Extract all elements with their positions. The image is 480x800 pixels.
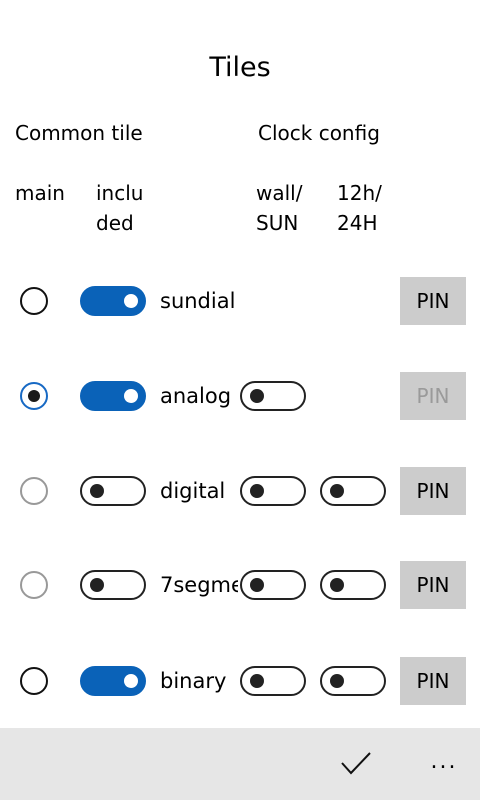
main-radio-7segment[interactable] (20, 571, 48, 599)
common-tile-header: Common tile (15, 121, 143, 145)
12h-24h-header-line-2: 24H (337, 211, 378, 235)
included-toggle-binary[interactable] (80, 666, 146, 696)
included-toggle-analog[interactable] (80, 381, 146, 411)
app-bar (0, 728, 480, 800)
checkmark-icon (341, 752, 371, 775)
pin-button-analog: PIN (400, 372, 466, 420)
12h-24h-header-line-1: 12h/ (337, 181, 382, 205)
included-toggle-digital[interactable] (80, 476, 146, 506)
toggle-knob (330, 484, 344, 498)
main-radio-digital[interactable] (20, 477, 48, 505)
toggle-knob (124, 674, 138, 688)
tile-label-sundial: sundial (160, 289, 236, 313)
tile-label-binary: binary (160, 669, 227, 693)
pin-button-sundial[interactable]: PIN (400, 277, 466, 325)
included-toggle-sundial[interactable] (80, 286, 146, 316)
toggle-knob (250, 674, 264, 688)
main-radio-binary[interactable] (20, 667, 48, 695)
wall-sun-toggle-digital[interactable] (240, 476, 306, 506)
main-column-header: main (15, 181, 65, 205)
main-radio-sundial[interactable] (20, 287, 48, 315)
12h-24h-toggle-binary[interactable] (320, 666, 386, 696)
12h-24h-toggle-7segment[interactable] (320, 570, 386, 600)
toggle-knob (90, 578, 104, 592)
tile-label-digital: digital (160, 479, 226, 503)
more-options-button[interactable]: ... (430, 749, 458, 774)
included-toggle-7segment[interactable] (80, 570, 146, 600)
wall-sun-toggle-analog[interactable] (240, 381, 306, 411)
toggle-knob (124, 389, 138, 403)
wall-sun-column-header: wall/ SUN (256, 178, 302, 238)
main-radio-analog[interactable] (20, 382, 48, 410)
toggle-knob (330, 674, 344, 688)
pin-button-7segment[interactable]: PIN (400, 561, 466, 609)
toggle-knob (250, 484, 264, 498)
tile-label-7segment: 7segment (160, 573, 238, 597)
pin-button-binary[interactable]: PIN (400, 657, 466, 705)
wall-sun-toggle-7segment[interactable] (240, 570, 306, 600)
page-title: Tiles (209, 52, 271, 83)
12h-24h-column-header: 12h/ 24H (337, 178, 382, 238)
toggle-knob (330, 578, 344, 592)
tile-label-analog: analog (160, 384, 232, 408)
toggle-knob (250, 578, 264, 592)
included-column-header: inclu ded (96, 178, 143, 238)
accept-button[interactable] (338, 748, 374, 780)
included-header-line-2: ded (96, 211, 134, 235)
wall-sun-toggle-binary[interactable] (240, 666, 306, 696)
toggle-knob (250, 389, 264, 403)
wall-sun-header-line-1: wall/ (256, 181, 303, 205)
clock-config-header: Clock config (258, 121, 380, 145)
pin-button-digital[interactable]: PIN (400, 467, 466, 515)
toggle-knob (90, 484, 104, 498)
included-header-line-1: inclu (96, 181, 144, 205)
toggle-knob (124, 294, 138, 308)
12h-24h-toggle-digital[interactable] (320, 476, 386, 506)
wall-sun-header-line-2: SUN (256, 211, 299, 235)
